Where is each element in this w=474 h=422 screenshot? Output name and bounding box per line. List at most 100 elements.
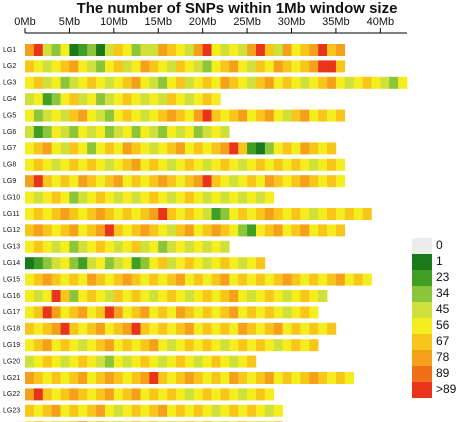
window-cell [255, 191, 266, 204]
window-cell [140, 240, 150, 253]
window-cell [193, 322, 203, 335]
window-cell [176, 290, 186, 302]
window-cell [309, 175, 319, 188]
window-cell [60, 126, 70, 138]
window-cell [309, 290, 319, 302]
window-cell [78, 208, 88, 220]
legend-swatch [412, 350, 432, 366]
row-label: LG4 [3, 96, 16, 103]
window-cell [202, 191, 212, 204]
window-cell [282, 273, 292, 286]
window-cell [247, 290, 257, 302]
window-cell [113, 240, 124, 253]
window-cell [122, 142, 132, 155]
window-cell [60, 109, 70, 122]
window-cell [318, 76, 328, 89]
window-cell [78, 76, 88, 89]
window-cell [184, 44, 195, 56]
window-cell [87, 126, 97, 138]
window-cell [282, 109, 292, 122]
x-tick-label: 0Mb [14, 16, 35, 28]
window-cell [318, 273, 328, 286]
window-cell [113, 290, 124, 302]
x-tick-label: 10Mb [100, 16, 128, 28]
window-cell [69, 208, 79, 220]
window-cell [158, 126, 168, 138]
window-cell [104, 306, 115, 319]
row-label: LG1 [3, 47, 16, 54]
window-cell [158, 306, 168, 319]
window-cell [247, 306, 257, 319]
window-cell [140, 290, 150, 302]
window-cell [131, 388, 141, 401]
window-cell [318, 175, 328, 188]
window-cell [220, 60, 230, 73]
row-label: LG8 [3, 162, 16, 169]
window-cell [25, 339, 35, 352]
window-cell [255, 257, 266, 270]
window-cell [202, 76, 212, 89]
window-cell [220, 76, 230, 89]
window-cell [113, 322, 124, 335]
row-label: LG6 [3, 129, 16, 136]
window-cell [167, 126, 177, 138]
window-cell [282, 339, 292, 352]
window-cell [176, 257, 186, 270]
window-cell [113, 273, 124, 286]
legend-label: 67 [436, 334, 450, 348]
window-cell [167, 109, 177, 122]
window-cell [202, 44, 212, 56]
window-cell [247, 76, 257, 89]
window-cell [60, 224, 70, 237]
window-cell [255, 109, 266, 122]
window-cell [78, 339, 88, 352]
window-cell [96, 109, 106, 122]
window-cell [104, 240, 115, 253]
window-cell [149, 355, 159, 368]
window-cell [42, 290, 52, 302]
window-cell [220, 191, 230, 204]
window-cell [264, 224, 275, 237]
window-cell [42, 191, 52, 204]
window-cell [211, 44, 221, 56]
window-cell [238, 224, 248, 237]
window-cell [184, 109, 195, 122]
window-cell [51, 290, 61, 302]
window-cell [60, 76, 70, 89]
window-cell [96, 60, 106, 73]
window-cell [158, 158, 168, 171]
window-cell [309, 208, 319, 220]
window-cell [167, 240, 177, 253]
window-cell [131, 322, 141, 335]
window-cell [96, 355, 106, 368]
window-cell [87, 306, 97, 319]
window-cell [229, 158, 239, 171]
window-cell [131, 175, 141, 188]
window-cell [60, 404, 70, 417]
legend-swatch [412, 302, 432, 318]
window-cell [220, 257, 230, 270]
window-cell [167, 322, 177, 335]
window-cell [300, 76, 310, 89]
window-cell [255, 372, 266, 384]
window-cell [113, 339, 124, 352]
window-cell [149, 306, 159, 319]
window-cell [104, 208, 115, 220]
window-cell [202, 240, 212, 253]
window-cell [131, 76, 141, 89]
window-cell [25, 372, 35, 384]
window-cell [42, 175, 52, 188]
window-cell [202, 109, 212, 122]
window-cell [33, 290, 44, 302]
window-cell [87, 273, 97, 286]
window-cell [113, 126, 124, 138]
window-cell [220, 126, 230, 138]
window-cell [335, 175, 346, 188]
window-cell [193, 60, 203, 73]
window-cell [69, 224, 79, 237]
window-cell [238, 142, 248, 155]
window-cell [140, 388, 150, 401]
window-cell [247, 142, 257, 155]
window-cell [87, 76, 97, 89]
window-cell [131, 208, 141, 220]
